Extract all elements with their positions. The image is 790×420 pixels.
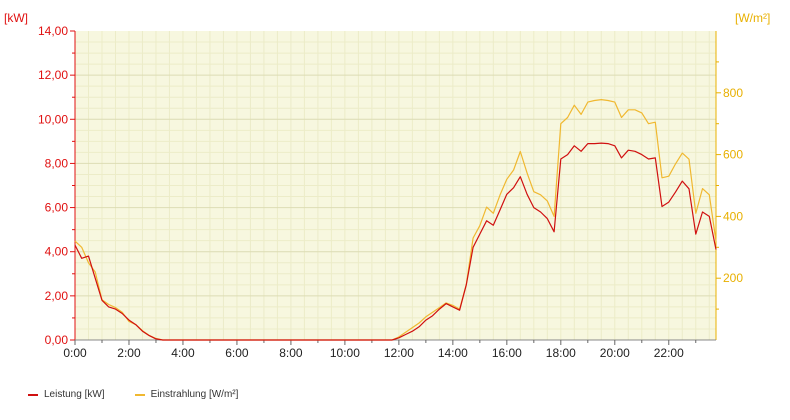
x-axis-tick-label: 22:00 [654, 346, 684, 360]
legend-swatch-leistung [28, 393, 38, 396]
right-axis-tick-label: 600 [723, 148, 743, 162]
x-axis-tick-label: 10:00 [330, 346, 360, 360]
x-axis-tick-label: 6:00 [225, 346, 249, 360]
left-axis-tick-label: 12,00 [38, 68, 68, 82]
left-axis-tick-label: 8,00 [45, 156, 69, 170]
series-line-leistung [74, 142, 717, 341]
x-axis-tick-label: 16:00 [492, 346, 522, 360]
legend: Leistung [kW] Einstrahlung [W/m²] [28, 389, 238, 400]
left-axis-tick-label: 6,00 [45, 201, 69, 215]
x-axis-tick-label: 0:00 [63, 346, 87, 360]
right-axis-unit-label: [W/m²] [735, 11, 770, 25]
right-axis-tick-label: 800 [723, 86, 743, 100]
legend-item-einstrahlung: Einstrahlung [W/m²] [134, 389, 239, 400]
x-axis-tick-label: 12:00 [384, 346, 414, 360]
legend-swatch-einstrahlung [134, 393, 145, 396]
series [74, 98, 717, 341]
left-axis-unit-label: [kW] [4, 11, 28, 25]
left-axis-tick-label: 14,00 [38, 24, 68, 38]
legend-label-leistung: Leistung [kW] [44, 389, 105, 400]
x-axis-tick-label: 2:00 [117, 346, 141, 360]
legend-label-einstrahlung: Einstrahlung [W/m²] [150, 389, 239, 400]
grid [75, 31, 716, 340]
left-axis-tick-label: 2,00 [45, 289, 69, 303]
x-axis-tick-label: 4:00 [171, 346, 195, 360]
right-axis-tick-label: 400 [723, 209, 743, 223]
left-axis-tick-label: 0,00 [45, 333, 69, 347]
left-axis-tick-label: 4,00 [45, 245, 69, 259]
right-axis-tick-label: 200 [723, 271, 743, 285]
x-axis-tick-label: 8:00 [279, 346, 303, 360]
x-axis-tick-label: 14:00 [438, 346, 468, 360]
ticks: 0,00 2,00 4,00 6,00 8,00 10,00 12,00 14,00 200 40… [38, 24, 743, 360]
left-axis-tick-label: 10,00 [38, 112, 68, 126]
x-axis-tick-label: 20:00 [600, 346, 630, 360]
legend-item-leistung: Leistung [kW] [28, 389, 105, 400]
x-axis-tick-label: 18:00 [546, 346, 576, 360]
